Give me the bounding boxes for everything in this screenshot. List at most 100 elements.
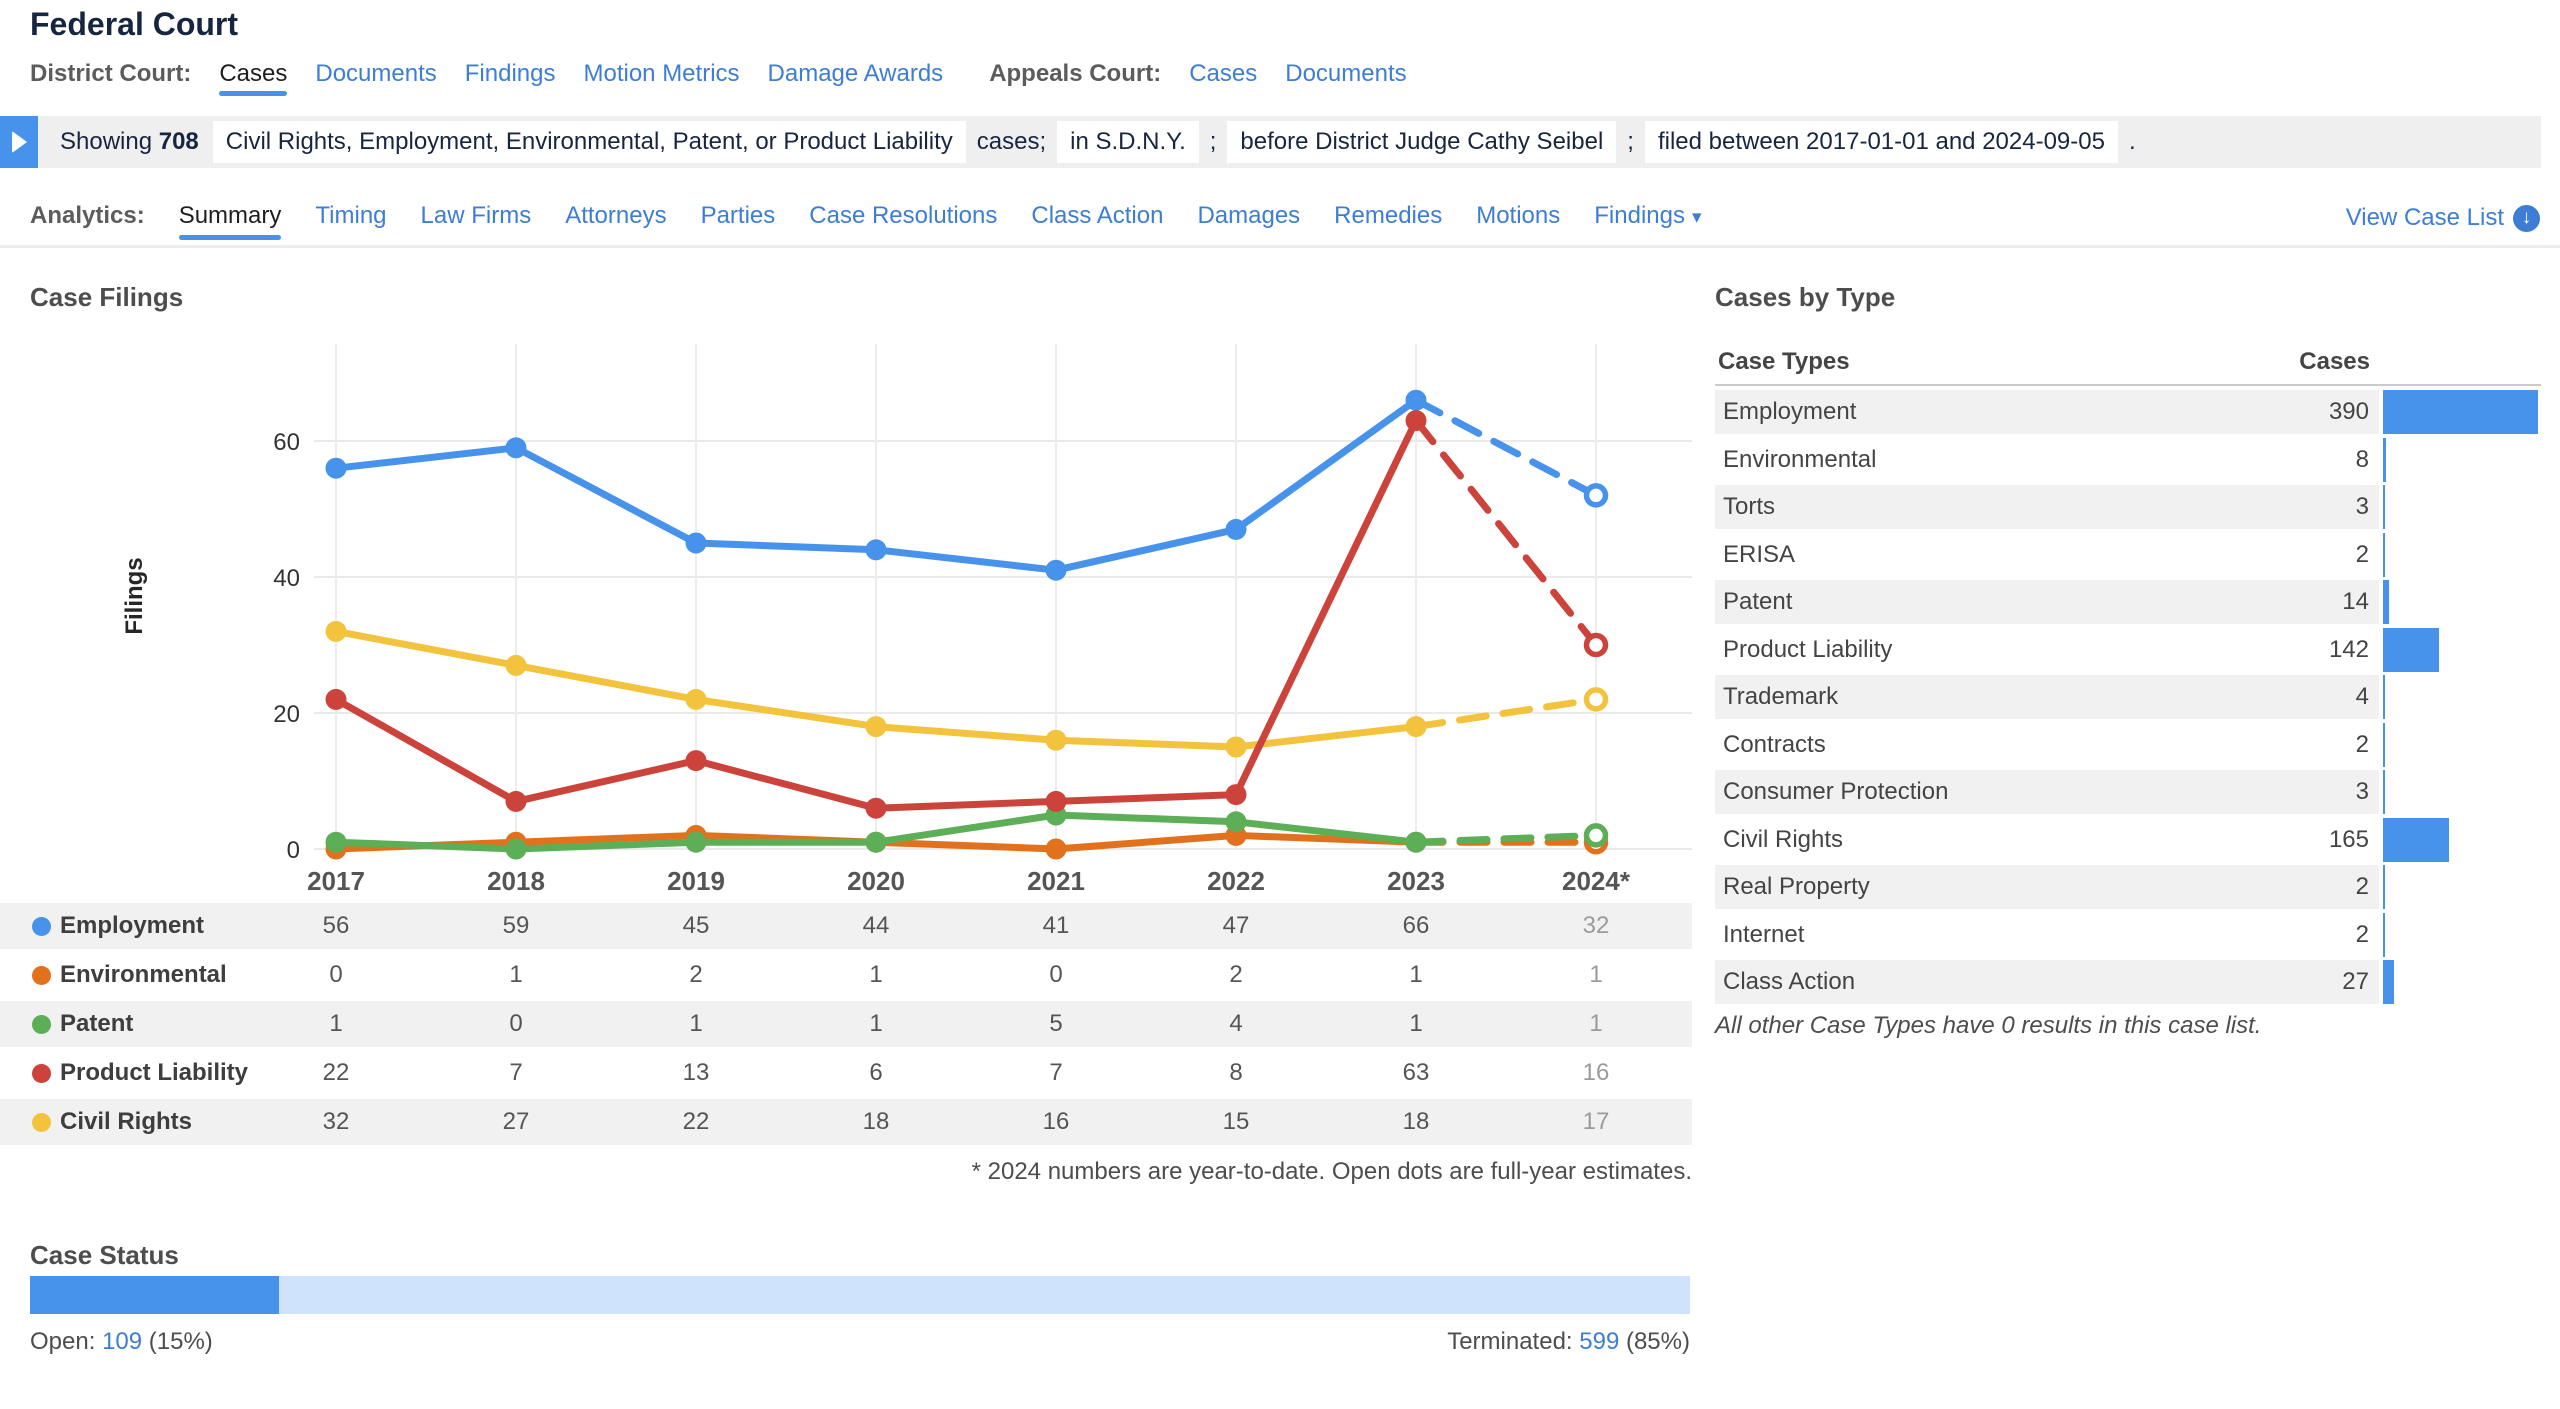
appeals-nav-documents[interactable]: Documents xyxy=(1285,60,1407,87)
legend-value-patent-2020: 1 xyxy=(869,1010,883,1037)
terminated-cases-label: Terminated: 599 (85%) xyxy=(1447,1328,1690,1355)
filter-segments: Civil Rights, Employment, Environmental,… xyxy=(212,121,2147,163)
legend-value-product-liability-2021: 7 xyxy=(1049,1059,1063,1086)
case-type-bar-trademark xyxy=(2383,675,2385,719)
cases-by-type-table: Employment 390 Environmental 8 Torts 3 ERISA 2 P… xyxy=(1715,390,2541,1008)
product-liability-series-dot-icon xyxy=(32,1064,51,1083)
legend-value-patent-2021: 5 xyxy=(1049,1010,1063,1037)
case-type-row-environmental: Environmental 8 xyxy=(1715,437,2541,482)
tab-damages[interactable]: Damages xyxy=(1197,202,1301,229)
appeals-court-nav: Appeals Court: Cases Documents xyxy=(989,60,1406,96)
terminated-cases-link[interactable]: 599 xyxy=(1579,1328,1620,1355)
case-type-count-product-liability: 142 xyxy=(2328,635,2369,663)
legend-value-civil-rights-2023: 18 xyxy=(1402,1108,1430,1135)
filter-separator-1: cases; xyxy=(976,128,1047,155)
filter-separator-3: ; xyxy=(1209,128,1217,155)
legend-value-employment-2019: 45 xyxy=(682,912,710,939)
case-type-bar-civil-rights xyxy=(2383,817,2449,862)
case-type-bar-consumer-protection xyxy=(2383,770,2385,814)
case-type-count-civil-rights: 165 xyxy=(2328,825,2369,853)
tab-timing[interactable]: Timing xyxy=(315,202,387,229)
tab-class-action[interactable]: Class Action xyxy=(1031,202,1164,229)
filter-chip-0[interactable]: Civil Rights, Employment, Environmental,… xyxy=(212,121,966,163)
district-nav-motion-metrics[interactable]: Motion Metrics xyxy=(583,60,740,87)
case-type-row-band xyxy=(1715,960,2379,1004)
environmental-series-dot-icon xyxy=(32,966,51,985)
tab-motions[interactable]: Motions xyxy=(1476,202,1561,229)
legend-value-patent-2023: 1 xyxy=(1409,1010,1423,1037)
filter-chip-4[interactable]: before District Judge Cathy Seibel xyxy=(1227,121,1617,163)
case-type-count-patent: 14 xyxy=(2342,588,2369,615)
appeals-nav-cases[interactable]: Cases xyxy=(1189,60,1258,87)
tab-parties[interactable]: Parties xyxy=(700,202,776,229)
case-type-count-real-property: 2 xyxy=(2355,873,2369,900)
legend-value-product-liability-2024: 16 xyxy=(1582,1059,1610,1086)
tab-summary[interactable]: Summary xyxy=(179,202,282,240)
legend-value-civil-rights-2022: 15 xyxy=(1222,1108,1250,1135)
district-court-label: District Court: xyxy=(30,60,192,87)
legend-value-employment-2022: 47 xyxy=(1222,912,1250,939)
tab-findings[interactable]: Findings ▾ xyxy=(1594,202,1702,229)
legend-value-environmental-2019: 2 xyxy=(689,961,703,988)
cases-by-type-col-header-cases: Cases xyxy=(2299,348,2370,375)
filter-chip-2[interactable]: in S.D.N.Y. xyxy=(1057,121,1199,163)
appeals-court-links: Cases Documents xyxy=(1189,60,1406,88)
legend-row-employment: Employment 56 59 45 44 41 47 66 32 xyxy=(0,903,1692,949)
case-type-count-employment: 390 xyxy=(2328,398,2369,425)
view-case-list-label: View Case List xyxy=(2345,204,2504,231)
case-type-row-band xyxy=(1715,485,2379,529)
svg-text:40: 40 xyxy=(273,565,300,592)
tab-case-resolutions[interactable]: Case Resolutions xyxy=(809,202,998,229)
district-nav-damage-awards[interactable]: Damage Awards xyxy=(767,60,944,87)
legend-value-civil-rights-2019: 22 xyxy=(682,1108,710,1135)
legend-value-civil-rights-2021: 16 xyxy=(1042,1108,1070,1135)
case-type-label-class-action: Class Action xyxy=(1723,968,1856,995)
tab-remedies[interactable]: Remedies xyxy=(1334,202,1443,229)
tab-attorneys[interactable]: Attorneys xyxy=(565,202,667,229)
showing-count: Showing 708 xyxy=(60,128,199,155)
legend-row-product-liability: Product Liability 22 7 13 6 7 8 63 16 xyxy=(0,1050,1692,1096)
case-type-label-real-property: Real Property xyxy=(1723,873,1870,900)
play-icon xyxy=(11,131,27,153)
legend-row-environmental: Environmental 0 1 2 1 0 2 1 1 xyxy=(0,952,1692,998)
case-type-count-consumer-protection: 3 xyxy=(2355,778,2369,805)
court-nav: District Court: Cases Documents Findings Mo… xyxy=(30,60,1407,96)
case-type-bar-environmental xyxy=(2383,437,2387,482)
svg-text:2018: 2018 xyxy=(487,866,545,896)
filter-separator-5: ; xyxy=(1627,128,1634,155)
case-type-row-patent: Patent 14 xyxy=(1715,580,2541,624)
legend-value-employment-2018: 59 xyxy=(502,912,530,939)
filter-chip-6[interactable]: filed between 2017-01-01 and 2024-09-05 xyxy=(1644,121,2118,163)
case-type-count-environmental: 8 xyxy=(2355,445,2369,473)
case-type-count-internet: 2 xyxy=(2355,920,2369,948)
view-case-list-button[interactable]: View Case List ↓ xyxy=(2346,204,2540,232)
case-type-label-torts: Torts xyxy=(1723,493,1776,520)
legend-value-patent-2017: 1 xyxy=(329,1010,343,1037)
district-nav-cases[interactable]: Cases xyxy=(219,60,287,96)
legend-value-product-liability-2019: 13 xyxy=(682,1059,710,1086)
cases-by-type-heading: Cases by Type xyxy=(1715,282,1896,312)
case-type-row-class-action: Class Action 27 xyxy=(1715,960,2541,1004)
legend-value-product-liability-2023: 63 xyxy=(1402,1059,1430,1086)
legend-value-civil-rights-2018: 27 xyxy=(502,1108,530,1135)
legend-value-civil-rights-2020: 18 xyxy=(862,1108,890,1135)
case-type-bar-product-liability xyxy=(2383,627,2440,672)
legend-value-employment-2021: 41 xyxy=(1042,912,1070,939)
legend-value-patent-2022: 4 xyxy=(1229,1010,1243,1037)
filter-expand-button[interactable] xyxy=(0,116,38,168)
tab-law-firms[interactable]: Law Firms xyxy=(420,202,532,229)
svg-text:2021: 2021 xyxy=(1027,866,1085,896)
district-nav-findings[interactable]: Findings xyxy=(464,60,556,87)
analytics-tabs: Analytics: Summary Timing Law Firms Attorne… xyxy=(30,202,1702,240)
svg-text:2024*: 2024* xyxy=(1562,866,1631,896)
case-type-row-band xyxy=(1715,390,2379,434)
district-nav-documents[interactable]: Documents xyxy=(315,60,437,87)
case-type-bar-employment xyxy=(2383,390,2538,434)
case-type-row-employment: Employment 390 xyxy=(1715,390,2541,434)
open-cases-link[interactable]: 109 xyxy=(102,1328,143,1355)
case-type-row-erisa: ERISA 2 xyxy=(1715,532,2541,577)
cases-by-type-note: All other Case Types have 0 results in t… xyxy=(1715,1012,2262,1039)
page-title: Federal Court xyxy=(30,6,239,42)
case-type-row-band xyxy=(1715,770,2379,814)
appeals-court-label: Appeals Court: xyxy=(989,60,1162,87)
